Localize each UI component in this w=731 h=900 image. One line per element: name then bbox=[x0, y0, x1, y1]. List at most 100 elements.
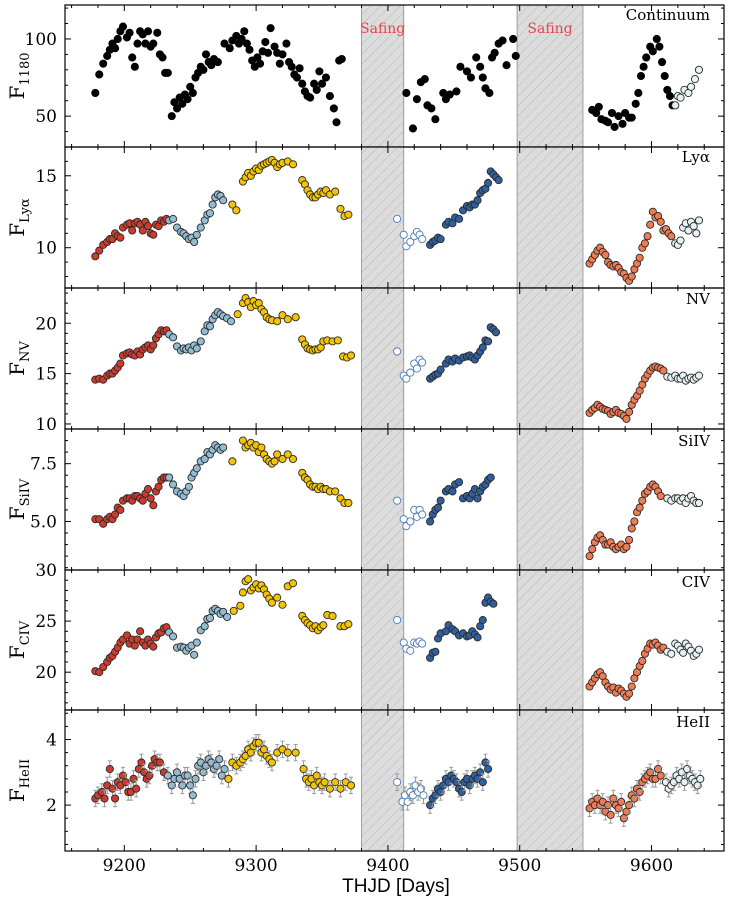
data-point bbox=[213, 58, 222, 67]
y-axis-label-sub: SiIV bbox=[18, 478, 33, 506]
data-point bbox=[257, 443, 266, 452]
data-point bbox=[224, 774, 233, 783]
data-point bbox=[331, 778, 340, 787]
data-point bbox=[635, 253, 644, 262]
data-point bbox=[183, 95, 192, 104]
data-point bbox=[225, 44, 234, 53]
data-point bbox=[419, 791, 428, 800]
data-point bbox=[273, 317, 282, 326]
data-point bbox=[130, 62, 139, 71]
data-point bbox=[163, 68, 172, 77]
data-point bbox=[655, 42, 664, 51]
data-point bbox=[306, 93, 315, 102]
data-point bbox=[336, 784, 345, 793]
data-point bbox=[288, 160, 298, 169]
data-point bbox=[192, 230, 201, 239]
series-openblue bbox=[393, 496, 427, 531]
data-point bbox=[436, 496, 445, 505]
data-point bbox=[638, 496, 647, 505]
data-point bbox=[652, 34, 661, 44]
data-point bbox=[220, 764, 229, 774]
x-axis-label: THJD [Days] bbox=[342, 876, 450, 897]
series-lightblue bbox=[165, 190, 228, 247]
series-pale bbox=[663, 491, 704, 508]
data-point bbox=[687, 82, 696, 91]
data-point bbox=[601, 250, 610, 259]
data-point bbox=[282, 39, 291, 48]
safing-region bbox=[516, 569, 584, 711]
data-point bbox=[165, 473, 174, 482]
data-point bbox=[298, 79, 307, 88]
data-point bbox=[478, 616, 487, 625]
data-point bbox=[149, 230, 158, 239]
series-darkblue bbox=[426, 473, 495, 526]
panel-label: HeII bbox=[676, 713, 710, 731]
data-point bbox=[288, 579, 298, 588]
data-point bbox=[412, 95, 421, 104]
data-point bbox=[456, 62, 465, 71]
data-point bbox=[220, 39, 229, 48]
data-point bbox=[622, 414, 631, 423]
data-point bbox=[149, 642, 158, 651]
data-point bbox=[625, 407, 634, 416]
data-point bbox=[283, 315, 292, 324]
data-point bbox=[283, 450, 292, 459]
data-point bbox=[192, 464, 201, 473]
series-red bbox=[91, 473, 171, 528]
series-orange bbox=[585, 760, 665, 827]
series-yellow bbox=[228, 436, 353, 508]
x-tick-label: 9200 bbox=[103, 856, 146, 876]
data-point bbox=[431, 115, 440, 124]
data-point bbox=[478, 778, 487, 787]
data-point bbox=[233, 310, 242, 319]
y-tick-label: 25 bbox=[35, 612, 57, 632]
x-tick-label: 9400 bbox=[366, 856, 409, 876]
data-point bbox=[188, 88, 197, 98]
data-point bbox=[291, 748, 300, 757]
data-point bbox=[113, 34, 122, 44]
data-point bbox=[448, 487, 457, 496]
data-point bbox=[128, 53, 137, 62]
data-point bbox=[125, 28, 134, 37]
data-point bbox=[91, 88, 100, 98]
data-point bbox=[228, 200, 237, 209]
data-point bbox=[95, 246, 104, 255]
data-point bbox=[402, 88, 411, 98]
data-point bbox=[223, 612, 232, 622]
data-point bbox=[436, 365, 445, 374]
data-point bbox=[472, 53, 481, 62]
data-point bbox=[329, 104, 338, 113]
data-point bbox=[393, 214, 402, 223]
data-point bbox=[278, 600, 287, 609]
data-point bbox=[408, 124, 418, 133]
data-point bbox=[667, 649, 676, 658]
data-point bbox=[201, 50, 211, 59]
data-point bbox=[288, 454, 298, 464]
data-point bbox=[169, 214, 178, 223]
data-point bbox=[95, 70, 104, 79]
y-tick-label: 10 bbox=[35, 239, 57, 259]
data-point bbox=[656, 771, 665, 780]
data-point bbox=[227, 317, 236, 326]
data-point bbox=[694, 65, 704, 74]
series-pale bbox=[661, 760, 705, 798]
data-point bbox=[491, 328, 501, 337]
series-pale bbox=[663, 371, 704, 385]
series-openblue bbox=[393, 773, 428, 811]
data-point bbox=[172, 104, 182, 113]
data-point bbox=[684, 226, 693, 235]
data-point bbox=[393, 496, 402, 505]
data-point bbox=[690, 75, 700, 84]
y-axis-label-main: F bbox=[5, 362, 29, 376]
y-axis-label-main: F bbox=[5, 788, 29, 802]
data-point bbox=[489, 599, 498, 608]
data-point bbox=[267, 758, 276, 767]
data-point bbox=[656, 217, 665, 226]
data-point bbox=[238, 436, 247, 445]
data-point bbox=[679, 648, 688, 657]
data-point bbox=[594, 102, 603, 111]
data-point bbox=[192, 344, 201, 353]
data-point bbox=[393, 778, 402, 787]
